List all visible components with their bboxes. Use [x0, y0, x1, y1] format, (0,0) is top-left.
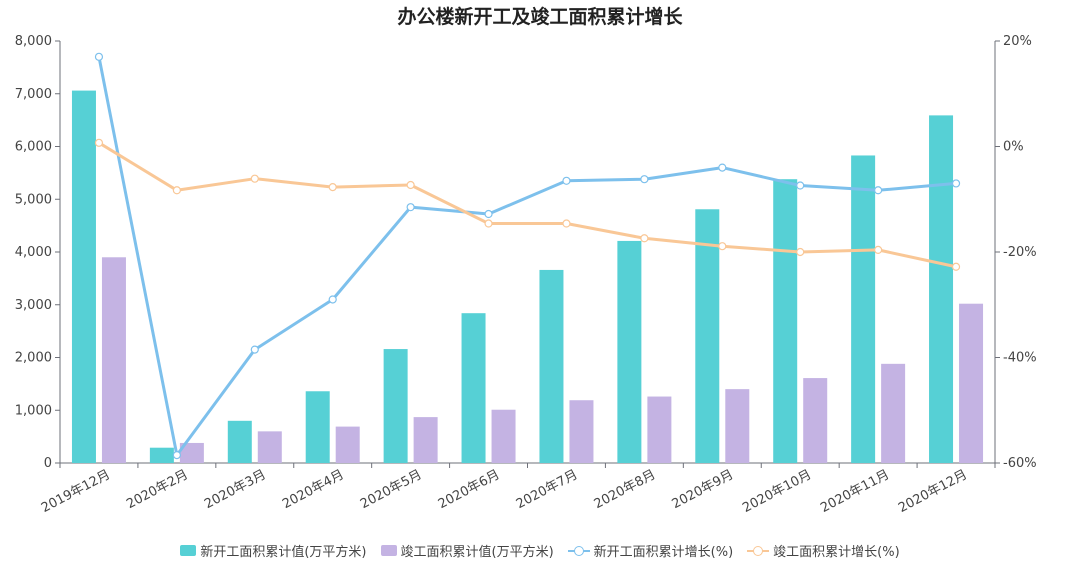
legend: 新开工面积累计值(万平方米) 竣工面积累计值(万平方米) 新开工面积累计增长(%) 竣…: [0, 541, 1080, 560]
series-point-3: [94, 138, 104, 147]
x-tick-label: 2020年10月: [740, 467, 814, 516]
bar-completed: [959, 303, 984, 463]
x-tick-label: 2020年5月: [358, 467, 425, 512]
series-point-2: [94, 52, 104, 61]
bar-completed: [725, 389, 750, 463]
legend-line-swatch: [567, 545, 590, 557]
series-point-2: [172, 450, 181, 460]
legend-item[interactable]: 新开工面积累计值(万平方米): [180, 541, 367, 560]
bar-new-start: [929, 115, 954, 463]
bar-new-start: [149, 447, 174, 463]
bar-completed: [803, 378, 828, 463]
series-point-2: [874, 186, 883, 195]
right-tick-label: 20%: [1003, 34, 1032, 49]
series-point-3: [562, 219, 571, 228]
series-point-2: [951, 179, 961, 188]
right-tick-label: -40%: [1003, 351, 1037, 366]
x-tick-label: 2020年7月: [514, 467, 581, 512]
series-point-3: [328, 183, 337, 192]
series-point-2: [562, 176, 571, 185]
x-tick-label: 2020年2月: [124, 467, 191, 512]
series-point-2: [406, 203, 415, 212]
legend-bar-swatch: [180, 545, 197, 556]
left-tick-label: 4,000: [15, 245, 52, 260]
series-point-3: [250, 174, 259, 183]
series-point-3: [172, 186, 181, 195]
bar-new-start: [539, 269, 564, 463]
bar-completed: [569, 400, 594, 463]
legend-label: 竣工面积累计值(万平方米): [400, 545, 554, 560]
series-point-3: [951, 262, 961, 271]
bar-completed: [179, 442, 204, 463]
x-tick-label: 2020年8月: [592, 467, 659, 512]
left-tick-label: 2,000: [15, 351, 52, 366]
left-tick-label: 8,000: [15, 34, 52, 49]
legend-label: 新开工面积累计值(万平方米): [200, 545, 367, 560]
left-tick-label: 7,000: [15, 87, 52, 102]
x-tick-label: 2020年12月: [896, 467, 970, 516]
bar-new-start: [695, 209, 720, 463]
left-tick-label: 6,000: [15, 140, 52, 155]
legend-item[interactable]: 竣工面积累计增长(%): [747, 541, 900, 560]
bar-new-start: [227, 420, 252, 463]
bar-completed: [257, 431, 282, 463]
bar-completed: [647, 396, 672, 463]
x-tick-label: 2020年3月: [202, 467, 269, 512]
chart-title: 办公楼新开工及竣工面积累计增长: [397, 6, 683, 28]
bar-new-start: [851, 155, 876, 463]
legend-label: 竣工面积累计增长(%): [773, 545, 900, 560]
legend-item[interactable]: 新开工面积累计增长(%): [567, 541, 734, 560]
right-tick-label: -20%: [1003, 245, 1037, 260]
right-tick-label: 0%: [1003, 140, 1024, 155]
left-tick-label: 1,000: [15, 403, 52, 418]
x-tick-label: 2020年11月: [818, 467, 892, 516]
series-point-2: [796, 181, 805, 190]
legend-bar-swatch: [380, 545, 397, 556]
series-point-3: [640, 234, 649, 243]
x-tick-label: 2019年12月: [39, 467, 113, 516]
bar-new-start: [617, 240, 642, 463]
left-tick-label: 3,000: [15, 298, 52, 313]
legend-label: 新开工面积累计增长(%): [593, 545, 734, 560]
left-tick-label: 5,000: [15, 192, 52, 207]
bar-new-start: [461, 313, 486, 463]
x-tick-label: 2020年4月: [280, 467, 347, 512]
legend-line-swatch: [747, 545, 770, 557]
series-point-2: [718, 163, 727, 172]
series-line-2: [97, 56, 957, 457]
x-tick-label: 2020年6月: [436, 467, 503, 512]
left-tick-label: 0: [44, 456, 52, 471]
series-line-3: [98, 141, 957, 269]
series-point-3: [718, 242, 727, 251]
x-tick-label: 2020年9月: [670, 467, 737, 512]
bar-new-start: [71, 90, 96, 464]
series-point-3: [406, 180, 415, 190]
right-tick-label: -60%: [1003, 456, 1037, 471]
bar-completed: [413, 417, 438, 463]
legend-item[interactable]: 竣工面积累计值(万平方米): [380, 541, 554, 560]
series-point-2: [484, 209, 493, 219]
bar-completed: [101, 257, 126, 463]
bar-new-start: [773, 179, 798, 463]
series-point-3: [796, 247, 805, 257]
bar-completed: [881, 363, 906, 463]
bar-completed: [491, 409, 516, 463]
bar-new-start: [383, 349, 408, 463]
bar-new-start: [305, 391, 330, 463]
series-point-2: [640, 175, 649, 184]
series-point-3: [484, 219, 493, 228]
series-point-2: [328, 295, 337, 304]
series-point-2: [250, 345, 259, 354]
series-point-3: [874, 245, 883, 254]
bar-completed: [335, 426, 360, 463]
